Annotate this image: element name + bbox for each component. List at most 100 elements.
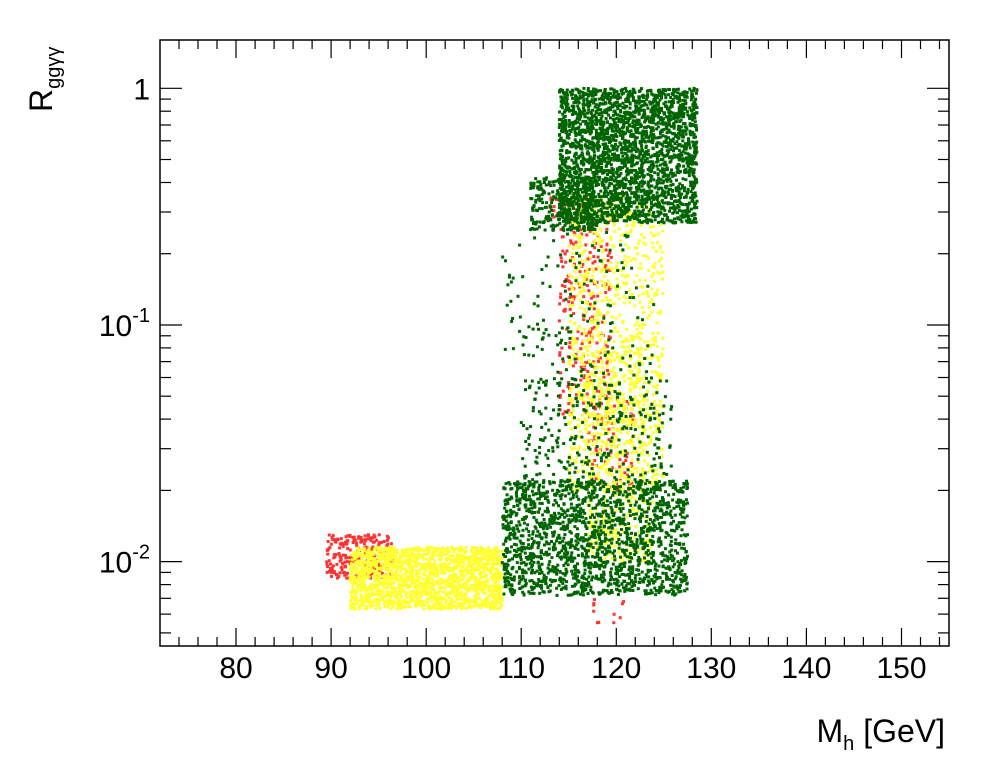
data-point — [362, 575, 366, 579]
data-point — [681, 150, 685, 154]
data-point — [619, 426, 623, 430]
data-point — [660, 372, 664, 376]
data-point — [572, 221, 576, 225]
data-point — [346, 534, 350, 538]
data-point — [622, 600, 626, 604]
data-point — [630, 489, 633, 493]
data-point — [352, 605, 356, 609]
data-point — [590, 292, 594, 296]
data-point — [616, 451, 619, 455]
data-point — [600, 211, 604, 215]
data-point — [450, 604, 454, 607]
data-point — [451, 576, 455, 580]
data-point — [357, 564, 361, 568]
data-point — [646, 172, 650, 176]
data-point — [692, 86, 696, 90]
data-point — [656, 425, 660, 429]
data-point — [641, 362, 645, 366]
data-point — [569, 239, 573, 243]
data-point — [596, 545, 599, 549]
data-point — [449, 559, 453, 563]
data-point — [628, 440, 632, 444]
data-point — [673, 173, 677, 177]
data-point — [428, 569, 432, 573]
data-point — [611, 427, 615, 431]
data-point — [477, 586, 481, 590]
data-point — [338, 571, 342, 575]
data-point — [628, 525, 632, 529]
data-point — [462, 554, 466, 558]
data-point — [354, 593, 358, 597]
data-point — [633, 417, 637, 421]
data-point — [429, 580, 433, 584]
data-point — [635, 327, 639, 331]
data-point — [624, 86, 628, 90]
data-point — [572, 242, 576, 246]
data-point — [607, 459, 611, 463]
data-point — [586, 373, 590, 377]
data-point — [434, 580, 438, 583]
data-point — [585, 458, 589, 462]
data-point — [340, 543, 344, 546]
data-point — [572, 312, 576, 316]
data-point — [568, 172, 572, 176]
data-point — [657, 377, 661, 381]
data-point — [600, 195, 604, 199]
data-point — [640, 322, 644, 326]
data-point — [612, 366, 616, 370]
data-point — [475, 592, 479, 596]
data-point — [473, 594, 477, 598]
data-point — [593, 459, 597, 462]
data-point — [474, 596, 478, 600]
data-point — [678, 103, 682, 107]
data-point — [580, 232, 584, 236]
data-point — [392, 572, 396, 576]
data-point — [383, 581, 387, 585]
data-point — [592, 415, 596, 419]
data-point — [600, 402, 603, 406]
data-point — [575, 294, 579, 298]
data-point — [391, 552, 395, 556]
data-point — [679, 214, 683, 218]
data-point — [582, 339, 586, 343]
data-point — [403, 604, 407, 608]
data-point — [650, 298, 654, 302]
data-point — [559, 99, 563, 103]
data-point — [658, 98, 662, 102]
data-point — [582, 318, 586, 321]
data-point — [603, 108, 607, 112]
data-point — [468, 603, 472, 607]
data-point — [662, 173, 666, 177]
data-point — [595, 539, 599, 543]
data-point — [581, 395, 585, 399]
data-point — [398, 605, 402, 608]
data-point — [660, 277, 664, 281]
data-point — [402, 567, 406, 571]
data-point — [631, 96, 635, 100]
data-point — [593, 402, 597, 406]
data-point — [614, 453, 618, 457]
data-point — [476, 548, 480, 552]
data-point — [600, 416, 604, 420]
data-point — [355, 541, 358, 545]
data-point — [496, 569, 500, 573]
data-point — [418, 562, 421, 566]
data-point — [618, 548, 622, 552]
data-point — [401, 548, 405, 552]
data-point — [493, 546, 497, 550]
data-point — [461, 565, 465, 569]
data-point — [478, 572, 482, 576]
data-point — [671, 194, 675, 198]
data-point — [669, 202, 673, 206]
data-point — [599, 268, 603, 272]
data-point — [637, 336, 641, 340]
data-point — [652, 225, 656, 228]
data-point — [679, 151, 683, 155]
data-point — [623, 264, 627, 268]
data-point — [672, 146, 676, 150]
data-point — [578, 111, 582, 114]
data-point — [660, 122, 664, 126]
data-point — [662, 117, 665, 121]
data-point — [649, 163, 653, 167]
data-point — [579, 214, 583, 218]
